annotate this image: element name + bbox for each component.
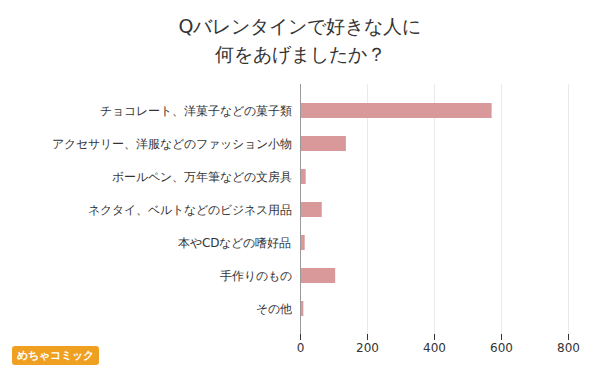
svg-text:ボールペン、万年筆などの文房具: ボールペン、万年筆などの文房具 — [112, 170, 292, 184]
html-text:Qバレンタインで好きな人に 何をあげましたか？: Qバレンタインで好きな人に 何をあげましたか？ — [178, 15, 422, 65]
svg-text:その他: その他 — [256, 302, 292, 316]
svg-text:600: 600 — [490, 341, 513, 355]
svg-text:400: 400 — [423, 341, 446, 355]
svg-text:手作りのもの: 手作りのもの — [220, 269, 292, 283]
svg-text:ネクタイ、ベルトなどのビジネス用品: ネクタイ、ベルトなどのビジネス用品 — [88, 203, 292, 217]
svg-text:本やCDなどの嗜好品: 本やCDなどの嗜好品 — [178, 236, 292, 250]
html-text:めちゃコミック: めちゃコミック — [17, 349, 94, 362]
svg-text:0: 0 — [297, 341, 305, 355]
svg-text:800: 800 — [557, 341, 580, 355]
svg-text:アクセサリー、洋服などのファッション小物: アクセサリー、洋服などのファッション小物 — [52, 137, 292, 151]
svg-text:200: 200 — [356, 341, 379, 355]
svg-text:チョコレート、洋菓子などの菓子類: チョコレート、洋菓子などの菓子類 — [100, 104, 292, 118]
